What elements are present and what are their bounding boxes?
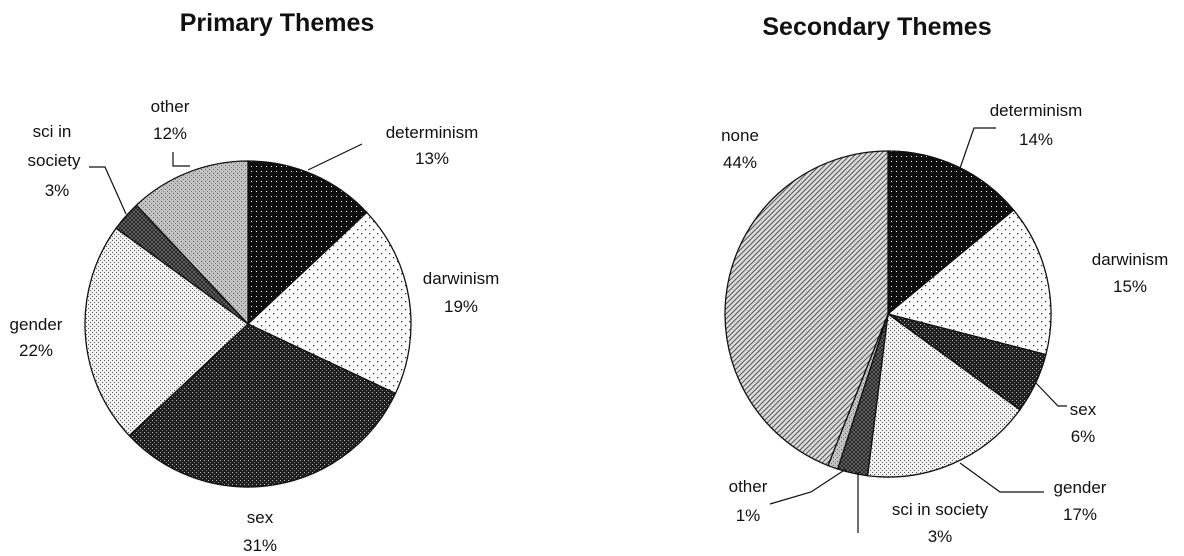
- slice-label-sci-in-society-line2: society: [28, 151, 81, 170]
- slice-value-darwinism: 19%: [444, 297, 478, 316]
- slice-label-gender: gender: [1054, 478, 1107, 497]
- slice-label-determinism: determinism: [990, 101, 1083, 120]
- leader-line-other: [172, 152, 190, 167]
- chart-title: Secondary Themes: [762, 13, 991, 41]
- leader-line-determinism: [307, 143, 363, 171]
- slice-labels: determinism 14% darwinism 15% sex 6% gen…: [721, 101, 1168, 546]
- slice-value-sci-in-society: 3%: [928, 527, 953, 546]
- slice-value-gender: 22%: [19, 341, 53, 360]
- primary-themes-chart: Primary Themes determinism 13% darwinism…: [10, 9, 500, 555]
- slice-label-sex: sex: [247, 508, 274, 527]
- pie-slice-sex: [128, 323, 397, 488]
- slice-value-sex: 31%: [243, 536, 277, 555]
- slice-label-none: none: [721, 126, 759, 145]
- slice-label-determinism: determinism: [386, 123, 479, 142]
- pie-slice-gender: [866, 312, 1021, 478]
- pie-slices: [84, 160, 412, 488]
- pie-slice-darwinism: [246, 211, 412, 395]
- pie-slice-none: [724, 150, 889, 467]
- slice-value-determinism: 13%: [415, 149, 449, 168]
- slice-label-sex: sex: [1070, 400, 1097, 419]
- leader-lines: [769, 127, 1067, 533]
- slice-label-sci-in-society-line1: sci in: [33, 122, 72, 141]
- secondary-themes-chart: Secondary Themes determinism 14% darwini…: [721, 13, 1168, 546]
- leader-line-gender: [959, 462, 1044, 493]
- pie-slices: [724, 150, 1052, 478]
- slice-value-sci-in-society: 3%: [45, 181, 70, 200]
- slice-value-sex: 6%: [1071, 427, 1096, 446]
- leader-line-other: [769, 468, 847, 505]
- leader-line-determinism: [950, 127, 996, 195]
- slice-label-other: other: [151, 97, 190, 116]
- leader-lines: [89, 143, 363, 215]
- slice-label-darwinism: darwinism: [1092, 250, 1169, 269]
- pie-slice-gender: [84, 227, 250, 437]
- slice-label-gender: gender: [10, 315, 63, 334]
- slice-labels: determinism 13% darwinism 19% sex 31% ge…: [10, 97, 500, 555]
- leader-line-sci-in-society: [89, 166, 127, 215]
- pie-slice-determinism: [887, 150, 1015, 316]
- slice-value-gender: 17%: [1063, 505, 1097, 524]
- slice-value-other: 1%: [736, 506, 761, 525]
- slice-value-other: 12%: [153, 124, 187, 143]
- slice-value-none: 44%: [723, 153, 757, 172]
- slice-label-darwinism: darwinism: [423, 269, 500, 288]
- chart-title: Primary Themes: [180, 9, 375, 37]
- slice-label-sci-in-society: sci in society: [892, 500, 989, 519]
- pie-slice-determinism: [247, 160, 368, 326]
- slice-value-determinism: 14%: [1019, 130, 1053, 149]
- slice-label-other: other: [729, 477, 768, 496]
- leader-line-sex: [1034, 381, 1067, 407]
- slice-value-darwinism: 15%: [1113, 277, 1147, 296]
- pie-slice-other: [135, 160, 249, 326]
- pie-slice-darwinism: [886, 209, 1052, 356]
